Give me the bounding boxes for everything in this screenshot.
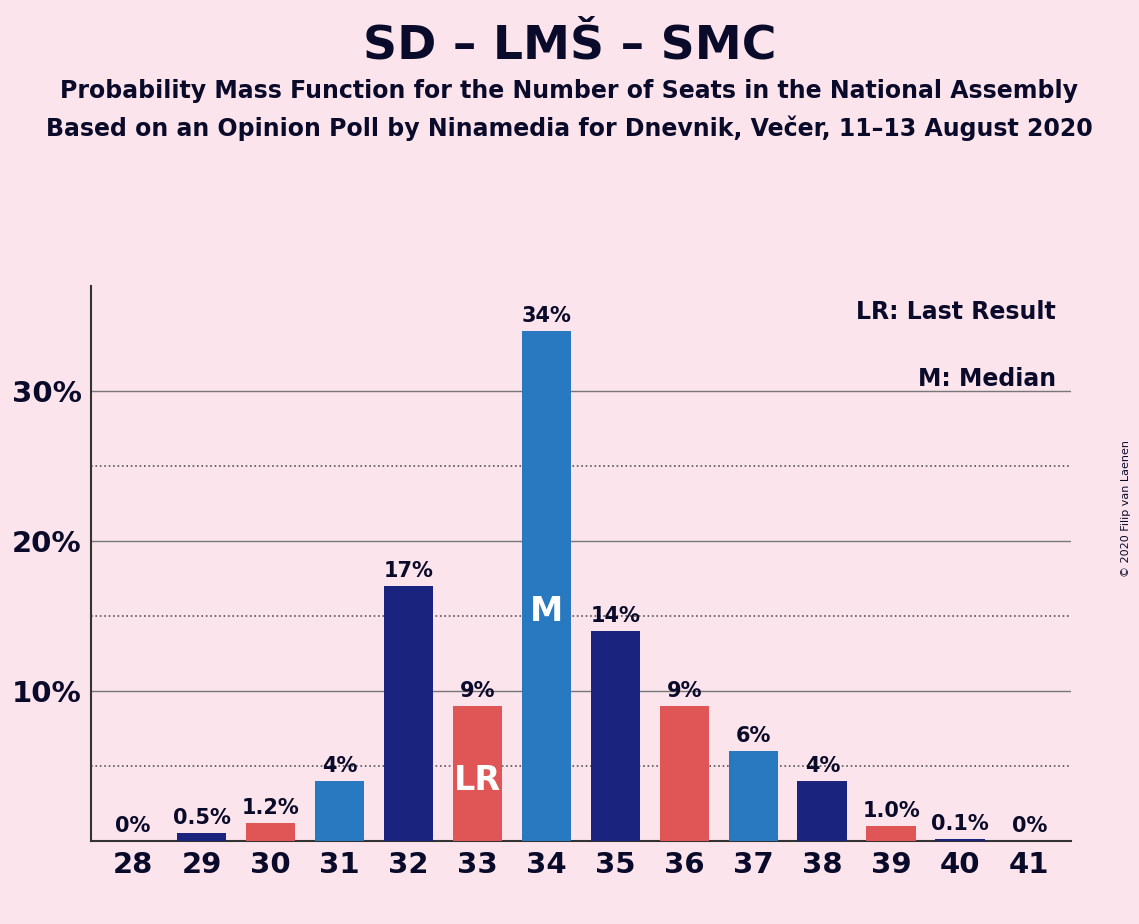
Text: 0%: 0% <box>1011 816 1047 835</box>
Text: 9%: 9% <box>460 681 495 700</box>
Bar <box>867 826 916 841</box>
Text: M: M <box>530 595 563 628</box>
Bar <box>590 631 640 841</box>
Text: 6%: 6% <box>736 725 771 746</box>
Text: 0.5%: 0.5% <box>172 808 230 828</box>
Bar <box>522 332 572 841</box>
Bar <box>729 751 778 841</box>
Text: 4%: 4% <box>804 756 841 775</box>
Text: 4%: 4% <box>321 756 358 775</box>
Bar <box>452 706 502 841</box>
Bar <box>384 586 433 841</box>
Text: LR: LR <box>453 763 501 796</box>
Text: 17%: 17% <box>384 561 433 581</box>
Text: 1.2%: 1.2% <box>241 797 300 818</box>
Bar <box>177 833 227 841</box>
Text: 34%: 34% <box>522 306 572 326</box>
Text: 14%: 14% <box>590 606 640 626</box>
Text: 0.1%: 0.1% <box>932 814 989 834</box>
Text: SD – LMŠ – SMC: SD – LMŠ – SMC <box>362 23 777 68</box>
Bar <box>659 706 710 841</box>
Text: © 2020 Filip van Laenen: © 2020 Filip van Laenen <box>1121 440 1131 577</box>
Bar <box>935 839 985 841</box>
Text: Based on an Opinion Poll by Ninamedia for Dnevnik, Večer, 11–13 August 2020: Based on an Opinion Poll by Ninamedia fo… <box>46 116 1093 141</box>
Text: M: Median: M: Median <box>918 367 1056 391</box>
Text: LR: Last Result: LR: Last Result <box>857 300 1056 324</box>
Text: 0%: 0% <box>115 816 150 835</box>
Text: 9%: 9% <box>666 681 702 700</box>
Bar <box>246 823 295 841</box>
Bar <box>314 781 364 841</box>
Text: Probability Mass Function for the Number of Seats in the National Assembly: Probability Mass Function for the Number… <box>60 79 1079 103</box>
Text: 1.0%: 1.0% <box>862 800 920 821</box>
Bar <box>797 781 847 841</box>
